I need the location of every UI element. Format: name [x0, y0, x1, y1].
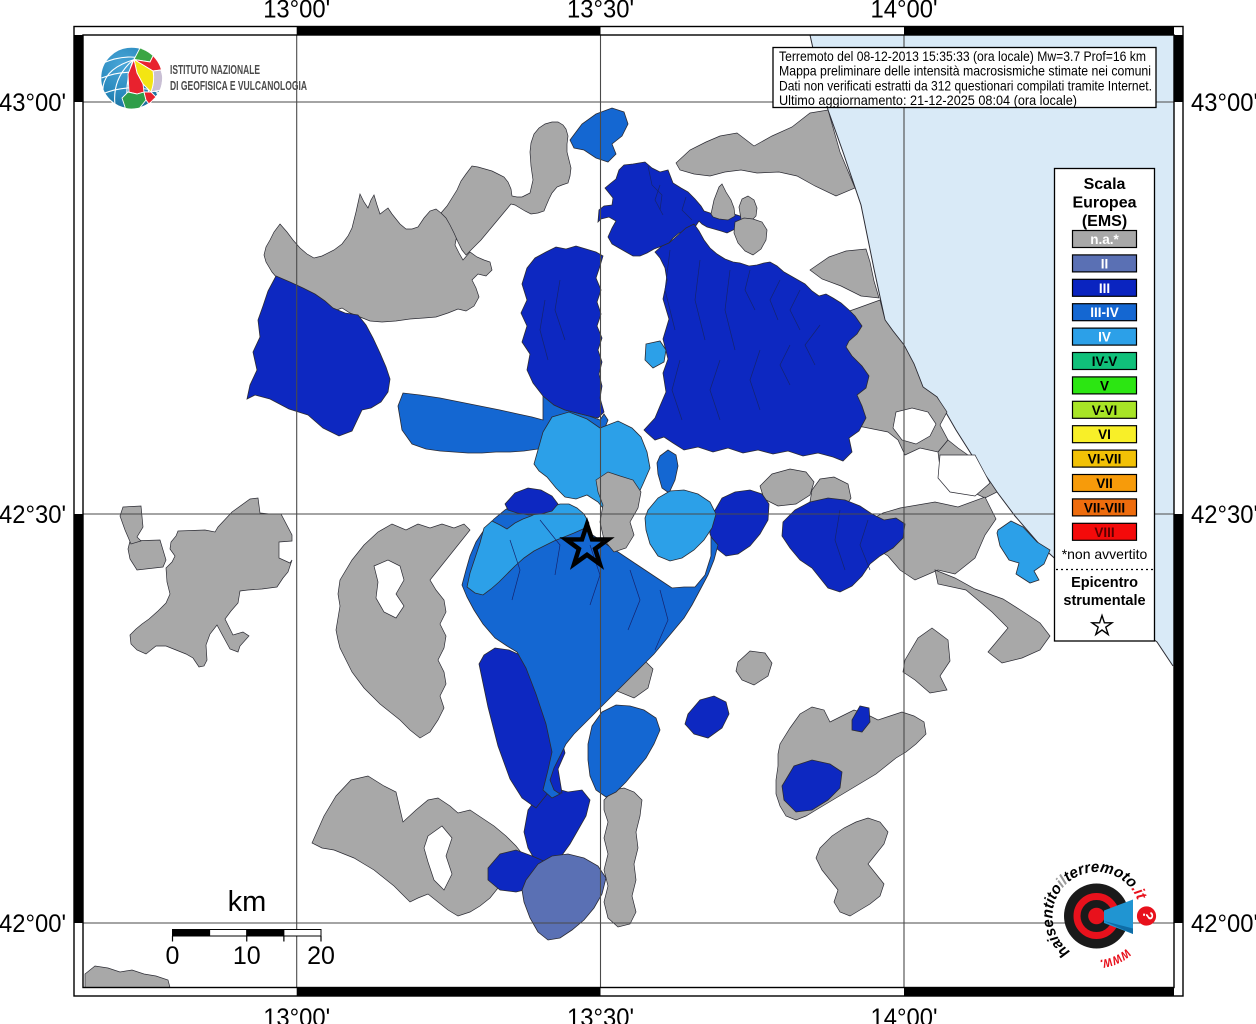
svg-text:strumentale: strumentale	[1063, 593, 1145, 609]
svg-text:42°30': 42°30'	[0, 501, 66, 529]
svg-text:n.a.*: n.a.*	[1090, 232, 1119, 247]
svg-text:VII-VIII: VII-VIII	[1084, 500, 1125, 515]
svg-text:13°00': 13°00'	[263, 1004, 330, 1024]
svg-text:20: 20	[307, 942, 335, 970]
svg-text:42°00': 42°00'	[1191, 910, 1256, 938]
svg-text:13°30': 13°30'	[567, 0, 634, 24]
svg-text:Europea: Europea	[1072, 195, 1136, 212]
svg-text:13°30': 13°30'	[567, 1004, 634, 1024]
svg-text:II: II	[1101, 256, 1109, 271]
svg-text:?: ?	[1139, 910, 1156, 921]
svg-text:(EMS): (EMS)	[1082, 213, 1127, 230]
svg-text:km: km	[228, 886, 267, 918]
svg-text:14°00': 14°00'	[871, 0, 938, 24]
svg-text:Ultimo aggiornamento: 21-12-20: Ultimo aggiornamento: 21-12-2025 08:04 (…	[779, 93, 1077, 108]
svg-text:0: 0	[166, 942, 180, 970]
svg-text:VI: VI	[1098, 427, 1111, 442]
svg-text:42°00': 42°00'	[0, 910, 66, 938]
svg-text:Epicentro: Epicentro	[1071, 575, 1138, 591]
svg-text:III-IV: III-IV	[1090, 305, 1119, 320]
svg-text:IV: IV	[1098, 330, 1111, 345]
svg-text:VIII: VIII	[1094, 525, 1114, 540]
svg-text:42°30': 42°30'	[1191, 501, 1256, 529]
svg-text:14°00': 14°00'	[871, 1004, 938, 1024]
svg-text:Dati non verificati estratti d: Dati non verificati estratti da 312 ques…	[779, 78, 1152, 93]
svg-text:VI-VII: VI-VII	[1088, 452, 1122, 467]
svg-text:IV-V: IV-V	[1092, 354, 1118, 369]
svg-text:Mappa preliminare delle intens: Mappa preliminare delle intensità macros…	[779, 64, 1151, 79]
svg-text:ISTITUTO NAZIONALE: ISTITUTO NAZIONALE	[170, 62, 260, 77]
svg-text:13°00': 13°00'	[263, 0, 330, 24]
svg-text:10: 10	[233, 942, 261, 970]
svg-text:Terremoto del 08-12-2013 15:35: Terremoto del 08-12-2013 15:35:33 (ora l…	[779, 49, 1146, 64]
svg-text:Scala: Scala	[1084, 176, 1126, 193]
svg-text:43°00': 43°00'	[0, 89, 66, 117]
svg-text:DI GEOFISICA E VULCANOLOGIA: DI GEOFISICA E VULCANOLOGIA	[170, 78, 307, 93]
svg-text:V-VI: V-VI	[1092, 403, 1118, 418]
svg-text:III: III	[1099, 281, 1110, 296]
svg-text:43°00': 43°00'	[1191, 89, 1256, 117]
svg-text:*non avvertito: *non avvertito	[1062, 546, 1148, 562]
svg-text:V: V	[1100, 378, 1109, 393]
svg-text:VII: VII	[1096, 476, 1113, 491]
